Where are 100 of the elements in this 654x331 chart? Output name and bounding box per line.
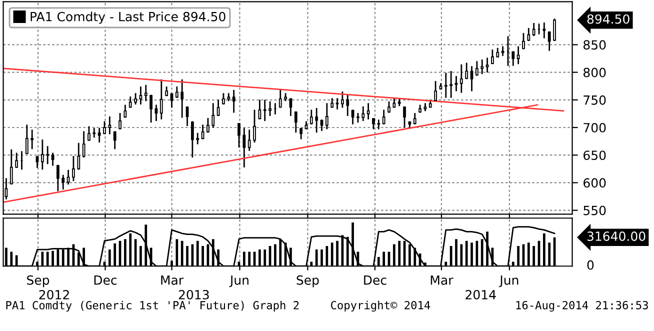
x-tick-label: Jun (499, 276, 518, 288)
candlestick (532, 23, 536, 36)
candlestick (548, 31, 551, 51)
candlestick (72, 156, 75, 182)
candlestick (10, 149, 13, 184)
text: PA1 Comdty (Generic 1st 'PA' Future) Graph 2 (6, 300, 299, 312)
candlestick (253, 110, 256, 143)
candlestick (491, 50, 494, 64)
candlestick (480, 59, 484, 74)
candlestick (186, 106, 189, 126)
candlestick (542, 22, 546, 38)
candlestick (139, 86, 142, 104)
candlestick (346, 94, 350, 116)
candlestick (248, 130, 251, 151)
candlestick (190, 121, 194, 158)
legend-label: PA1 Comdty - Last Price 894.50 (30, 12, 226, 24)
x-tick-label: Dec (94, 276, 117, 285)
x-tick-label: Mar (430, 276, 454, 285)
candlestick (413, 113, 416, 124)
candlestick (108, 116, 112, 134)
candlestick (325, 103, 328, 130)
candlestick (62, 174, 65, 190)
candlestick (486, 58, 489, 72)
candlestick (150, 94, 153, 123)
x2-tick-label: 2012 (39, 290, 69, 300)
candlestick (300, 128, 303, 140)
candlestick (450, 71, 453, 98)
y-tick-label: 600 (584, 178, 606, 188)
candlestick (454, 76, 458, 92)
y-tick-label: 750 (584, 95, 606, 105)
candlestick (40, 140, 44, 170)
candlestick (470, 66, 474, 92)
y-tick-label: 800 (584, 68, 606, 78)
y-tick-label: 850 (584, 40, 606, 50)
annotation: 31640.00 (587, 232, 646, 241)
candlestick (388, 101, 390, 113)
candlestick (82, 131, 86, 158)
candlestick (310, 110, 313, 124)
candlestick (522, 32, 525, 50)
candlestick (56, 164, 60, 192)
candlestick (366, 103, 370, 120)
x-tick-label: Sep (27, 275, 50, 288)
candlestick (512, 51, 515, 66)
candlestick (154, 104, 158, 122)
candlestick (294, 111, 298, 133)
candlestick (160, 79, 163, 120)
candlestick (372, 118, 375, 130)
candlestick (128, 96, 132, 108)
text: Copyright© 2014 (331, 300, 430, 312)
candlestick (113, 131, 116, 150)
x-tick-label: Sep (296, 275, 319, 288)
candlestick (268, 101, 272, 116)
candlestick (216, 100, 220, 116)
candlestick (263, 100, 266, 122)
candlestick (30, 130, 34, 150)
candlestick (118, 113, 122, 130)
candlestick (460, 64, 463, 93)
candlestick (465, 62, 468, 80)
text: 16-Aug-2014 21:36:53 (516, 300, 648, 312)
candlestick (98, 128, 101, 143)
candlestick (403, 106, 406, 128)
candlestick (362, 106, 365, 122)
candlestick (180, 79, 184, 118)
candlestick (222, 93, 225, 104)
text: 0 (587, 260, 594, 270)
x-tick-label: Mar (161, 276, 184, 285)
candlestick (134, 93, 137, 104)
candlestick (527, 28, 530, 41)
candlestick (103, 121, 106, 134)
candlestick (144, 84, 148, 102)
candlestick (196, 132, 200, 144)
candlestick (242, 128, 246, 168)
candlestick (212, 103, 215, 128)
candlestick (340, 91, 344, 108)
candlestick (475, 61, 478, 76)
x2-tick-label: 2014 (466, 290, 496, 300)
candlestick (382, 110, 386, 124)
candlestick (434, 80, 437, 102)
y-tick-label: 700 (584, 122, 606, 132)
candlestick (46, 146, 50, 164)
y-tick-label: 550 (584, 206, 606, 216)
candlestick (377, 120, 380, 130)
candlestick (175, 86, 178, 98)
candlestick (278, 90, 282, 108)
candlestick (206, 118, 210, 133)
candlestick (15, 152, 18, 168)
candlestick (258, 100, 262, 120)
candlestick (315, 108, 318, 133)
candlestick (444, 72, 448, 98)
candlestick (516, 46, 520, 64)
candlestick (553, 18, 556, 41)
candlestick (25, 124, 28, 154)
candlestick (124, 104, 127, 118)
candlestick (336, 98, 339, 110)
candlestick (232, 90, 236, 113)
candlestick (92, 128, 96, 138)
candlestick (501, 46, 504, 56)
candlestick (320, 120, 324, 131)
x-tick-label: Jun (229, 276, 248, 288)
candlestick (238, 122, 240, 148)
